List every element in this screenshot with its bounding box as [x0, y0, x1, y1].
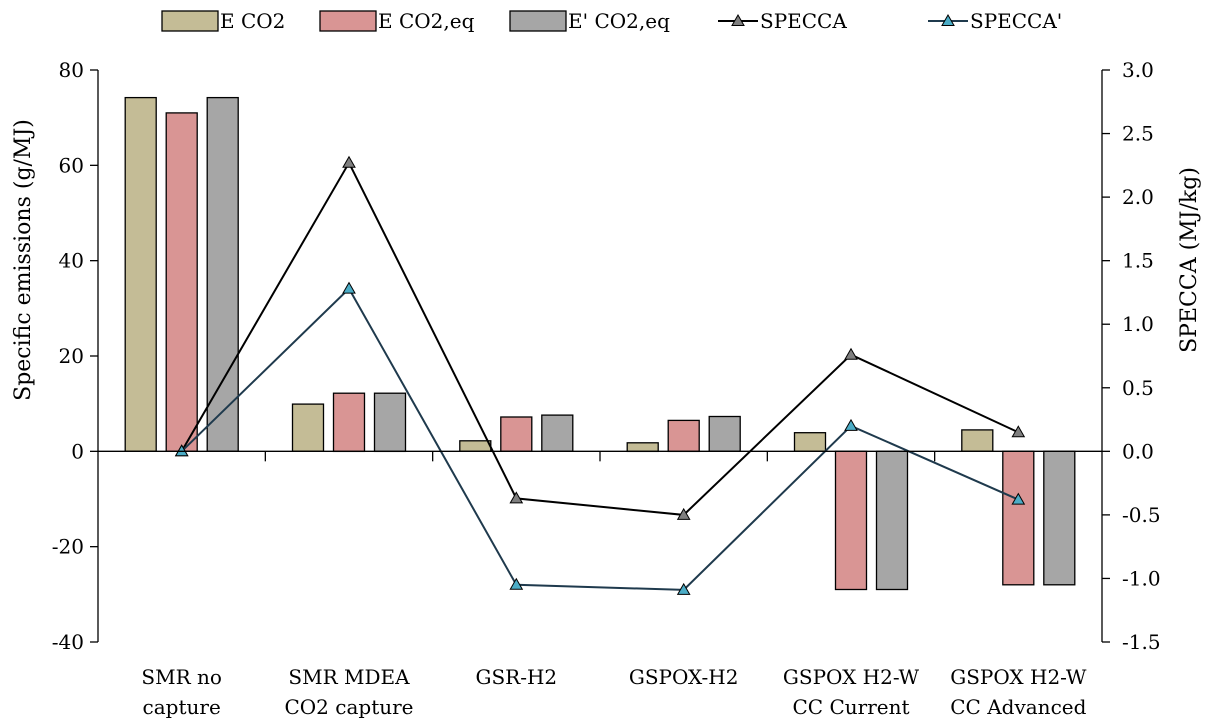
legend-entry: SPECCA [718, 9, 847, 33]
series-line [181, 286, 1019, 591]
bar [667, 419, 700, 453]
line-point [676, 507, 691, 520]
legend-swatch [509, 10, 567, 32]
legend-entry: E CO2 [161, 9, 285, 33]
line-point [844, 347, 858, 360]
legend-swatch [161, 10, 219, 32]
bar [459, 440, 492, 452]
y2-tick-label: 0.0 [1122, 439, 1154, 463]
legend-entry: E CO2,eq [319, 9, 475, 33]
series-line [180, 160, 1019, 516]
y-tick-label: 60 [59, 153, 84, 177]
line-point [342, 281, 356, 294]
legend-swatch [319, 10, 377, 32]
legend: E CO2 E CO2,eq E' CO2,eq SPECCA SPECCA' [161, 9, 1062, 33]
legend-label: SPECCA [760, 9, 847, 33]
y2-tick-label: -0.5 [1122, 503, 1161, 527]
category-label: SMR MDEA CO2 capture [284, 665, 413, 719]
y2-tick-label: -1.0 [1122, 566, 1161, 590]
bar [206, 96, 239, 452]
bar [1043, 450, 1076, 586]
y-tick-label: -20 [52, 535, 84, 559]
y2-tick-label: 2.5 [1122, 122, 1154, 146]
bar [875, 450, 909, 591]
category-label: GSR-H2 [475, 665, 557, 689]
bar [124, 96, 157, 452]
bar-series-2 [206, 96, 1076, 591]
y-axis-title: Specific emissions (g/MJ) [11, 119, 36, 401]
line-point [844, 418, 858, 431]
bar [500, 416, 533, 452]
legend-entry: E' CO2,eq [509, 9, 670, 33]
category-label-line: GSPOX H2-W [783, 665, 920, 689]
category-label: GSPOX-H2 [629, 665, 739, 689]
bar-series-1 [165, 112, 1035, 591]
y2-tick-label: 3.0 [1122, 58, 1154, 82]
line-point [731, 13, 745, 26]
category-label-line: GSR-H2 [475, 665, 557, 689]
category-label-line: CC Advanced [950, 695, 1086, 719]
line-point [676, 582, 691, 595]
category-label-line: CO2 capture [284, 695, 413, 719]
category-label: SMR no capture [141, 665, 222, 719]
y2-tick-label: 2.0 [1122, 185, 1154, 209]
line-point [509, 491, 524, 504]
line-point [342, 155, 356, 168]
y2-tick-label: 1.5 [1122, 249, 1154, 273]
category-label-line: CC Current [792, 695, 909, 719]
line-point [509, 577, 524, 590]
legend-label: E CO2 [220, 9, 285, 33]
legend-label: SPECCA' [970, 9, 1062, 33]
bar [1002, 450, 1035, 586]
bar [961, 429, 994, 452]
category-label-line: capture [143, 695, 221, 719]
line-point [941, 13, 955, 26]
line-series-1 [174, 281, 1026, 595]
bar [165, 112, 198, 452]
category-label-line: SMR MDEA [288, 665, 410, 689]
category-label-line: GSPOX-H2 [629, 665, 739, 689]
legend-label: E CO2,eq [378, 9, 475, 33]
y-tick-label: 80 [59, 58, 84, 82]
y2-axis-title: SPECCA (MJ/kg) [1177, 167, 1202, 353]
bar [541, 414, 574, 452]
line-point [174, 444, 189, 457]
category-label: GSPOX H2-W CC Advanced [950, 665, 1087, 719]
bar [708, 415, 741, 452]
bar [793, 432, 827, 452]
y-tick-label: 20 [59, 344, 84, 368]
y-tick-label: 40 [59, 249, 84, 273]
legend-label: E' CO2,eq [568, 9, 670, 33]
y2-tick-label: 1.0 [1122, 312, 1154, 336]
y2-tick-label: -1.5 [1122, 630, 1161, 654]
bar [332, 392, 366, 453]
y2-tick-label: 0.5 [1122, 376, 1154, 400]
plot-area [124, 96, 1076, 595]
legend-entry: SPECCA' [928, 9, 1062, 33]
category-label-line: GSPOX H2-W [950, 665, 1087, 689]
category-label-line: SMR no [141, 665, 222, 689]
bar-series-0 [124, 96, 994, 453]
bar [834, 450, 868, 591]
category-label: GSPOX H2-W CC Current [783, 665, 920, 719]
bar [626, 442, 659, 453]
bar [373, 392, 407, 453]
axes: -40 -20 0 20 40 60 80 -1.5 -1.0 -0.5 0.0 0.5 1.0 1.5 2… [52, 58, 1161, 719]
bar [291, 403, 325, 452]
y-tick-label: 0 [71, 439, 84, 463]
line-point [1011, 492, 1026, 505]
y-tick-label: -40 [52, 630, 84, 654]
line-point [1011, 425, 1026, 438]
